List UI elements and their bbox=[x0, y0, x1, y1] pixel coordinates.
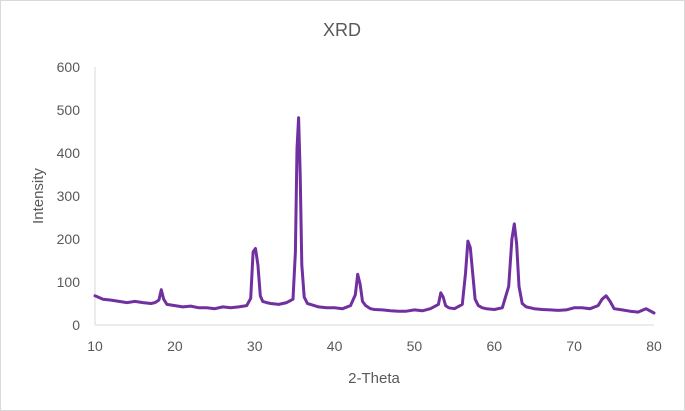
y-tick-label: 400 bbox=[57, 145, 81, 161]
y-tick-label: 500 bbox=[57, 102, 81, 118]
x-tick-label: 30 bbox=[247, 338, 263, 354]
y-tick-label: 0 bbox=[72, 317, 80, 333]
y-tick-label: 100 bbox=[57, 274, 81, 290]
y-tick-label: 600 bbox=[57, 59, 81, 75]
x-tick-label: 20 bbox=[167, 338, 183, 354]
x-axis-ticks: 10 20 30 40 50 60 70 80 bbox=[87, 338, 662, 354]
x-tick-label: 60 bbox=[486, 338, 502, 354]
x-tick-label: 10 bbox=[87, 338, 103, 354]
series-line bbox=[93, 116, 656, 315]
x-axis-title: 2-Theta bbox=[348, 370, 400, 387]
y-tick-label: 300 bbox=[57, 188, 81, 204]
x-tick-label: 50 bbox=[407, 338, 423, 354]
series-group bbox=[93, 116, 656, 315]
x-tick-label: 40 bbox=[327, 338, 343, 354]
x-tick-label: 80 bbox=[646, 338, 662, 354]
x-tick-label: 70 bbox=[566, 338, 582, 354]
y-axis-title: Intensity bbox=[30, 168, 47, 224]
chart-title: XRD bbox=[323, 20, 361, 40]
y-axis-ticks: 0 100 200 300 400 500 600 bbox=[57, 59, 81, 333]
y-tick-label: 200 bbox=[57, 231, 81, 247]
